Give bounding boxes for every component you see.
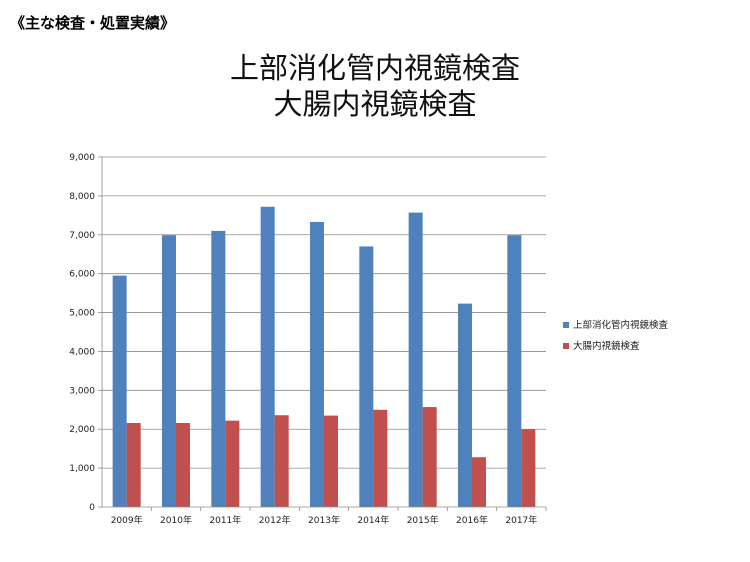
y-axis-ticks: 0 1,000 2,000 3,000 4,000 5,000 6,000 7,000 8,00… xyxy=(69,153,95,513)
bar xyxy=(310,221,324,507)
legend-swatch xyxy=(563,322,569,328)
y-tick-label: 3,000 xyxy=(69,386,95,396)
bars xyxy=(112,206,536,507)
bar xyxy=(260,206,275,507)
y-tick-label: 5,000 xyxy=(69,309,95,319)
section-heading: 《主な検査・処置実績》 xyxy=(10,14,176,32)
bar xyxy=(324,415,338,507)
bar xyxy=(472,457,486,507)
bar xyxy=(408,212,423,507)
bar xyxy=(162,235,176,507)
chart-title-line-2: 大腸内視鏡検査 xyxy=(273,87,477,121)
bar xyxy=(176,423,190,507)
y-tick-label: 7,000 xyxy=(69,231,95,241)
y-tick-label: 6,000 xyxy=(69,270,95,280)
bar xyxy=(126,423,141,507)
legend-label: 上部消化管内視鏡検査 xyxy=(573,319,669,331)
x-tick-label: 2012年 xyxy=(259,514,291,526)
x-axis-ticks: 2009年 2010年 2011年 2012年 2013年 2014年 2015年 2016年… xyxy=(111,507,547,526)
x-tick-label: 2015年 xyxy=(407,514,439,526)
bar xyxy=(422,407,437,507)
bar xyxy=(373,409,388,507)
legend-label: 大腸内視鏡検査 xyxy=(573,340,640,352)
chart-title: 上部消化管内視鏡検査 大腸内視鏡検査 xyxy=(0,50,750,122)
bar xyxy=(359,246,374,507)
y-tick-label: 8,000 xyxy=(69,192,95,202)
y-tick-label: 9,000 xyxy=(69,153,95,163)
x-tick-label: 2010年 xyxy=(160,514,192,526)
chart-title-line-1: 上部消化管内視鏡検査 xyxy=(229,51,520,85)
x-tick-label: 2016年 xyxy=(456,514,488,526)
y-tick-label: 4,000 xyxy=(69,347,95,357)
x-tick-label: 2009年 xyxy=(111,514,143,526)
bar xyxy=(507,235,522,507)
x-tick-label: 2013年 xyxy=(308,514,340,526)
y-tick-label: 0 xyxy=(89,503,95,513)
bar xyxy=(274,415,289,507)
legend-swatch xyxy=(563,343,569,349)
y-tick-label: 1,000 xyxy=(69,464,95,474)
bar xyxy=(225,420,240,507)
x-tick-label: 2017年 xyxy=(505,514,537,526)
bar xyxy=(112,275,127,507)
x-tick-label: 2014年 xyxy=(357,514,389,526)
y-tick-label: 2,000 xyxy=(69,425,95,435)
bar xyxy=(521,429,536,507)
x-tick-label: 2011年 xyxy=(209,514,241,526)
bar xyxy=(211,230,226,507)
bar xyxy=(458,303,472,507)
